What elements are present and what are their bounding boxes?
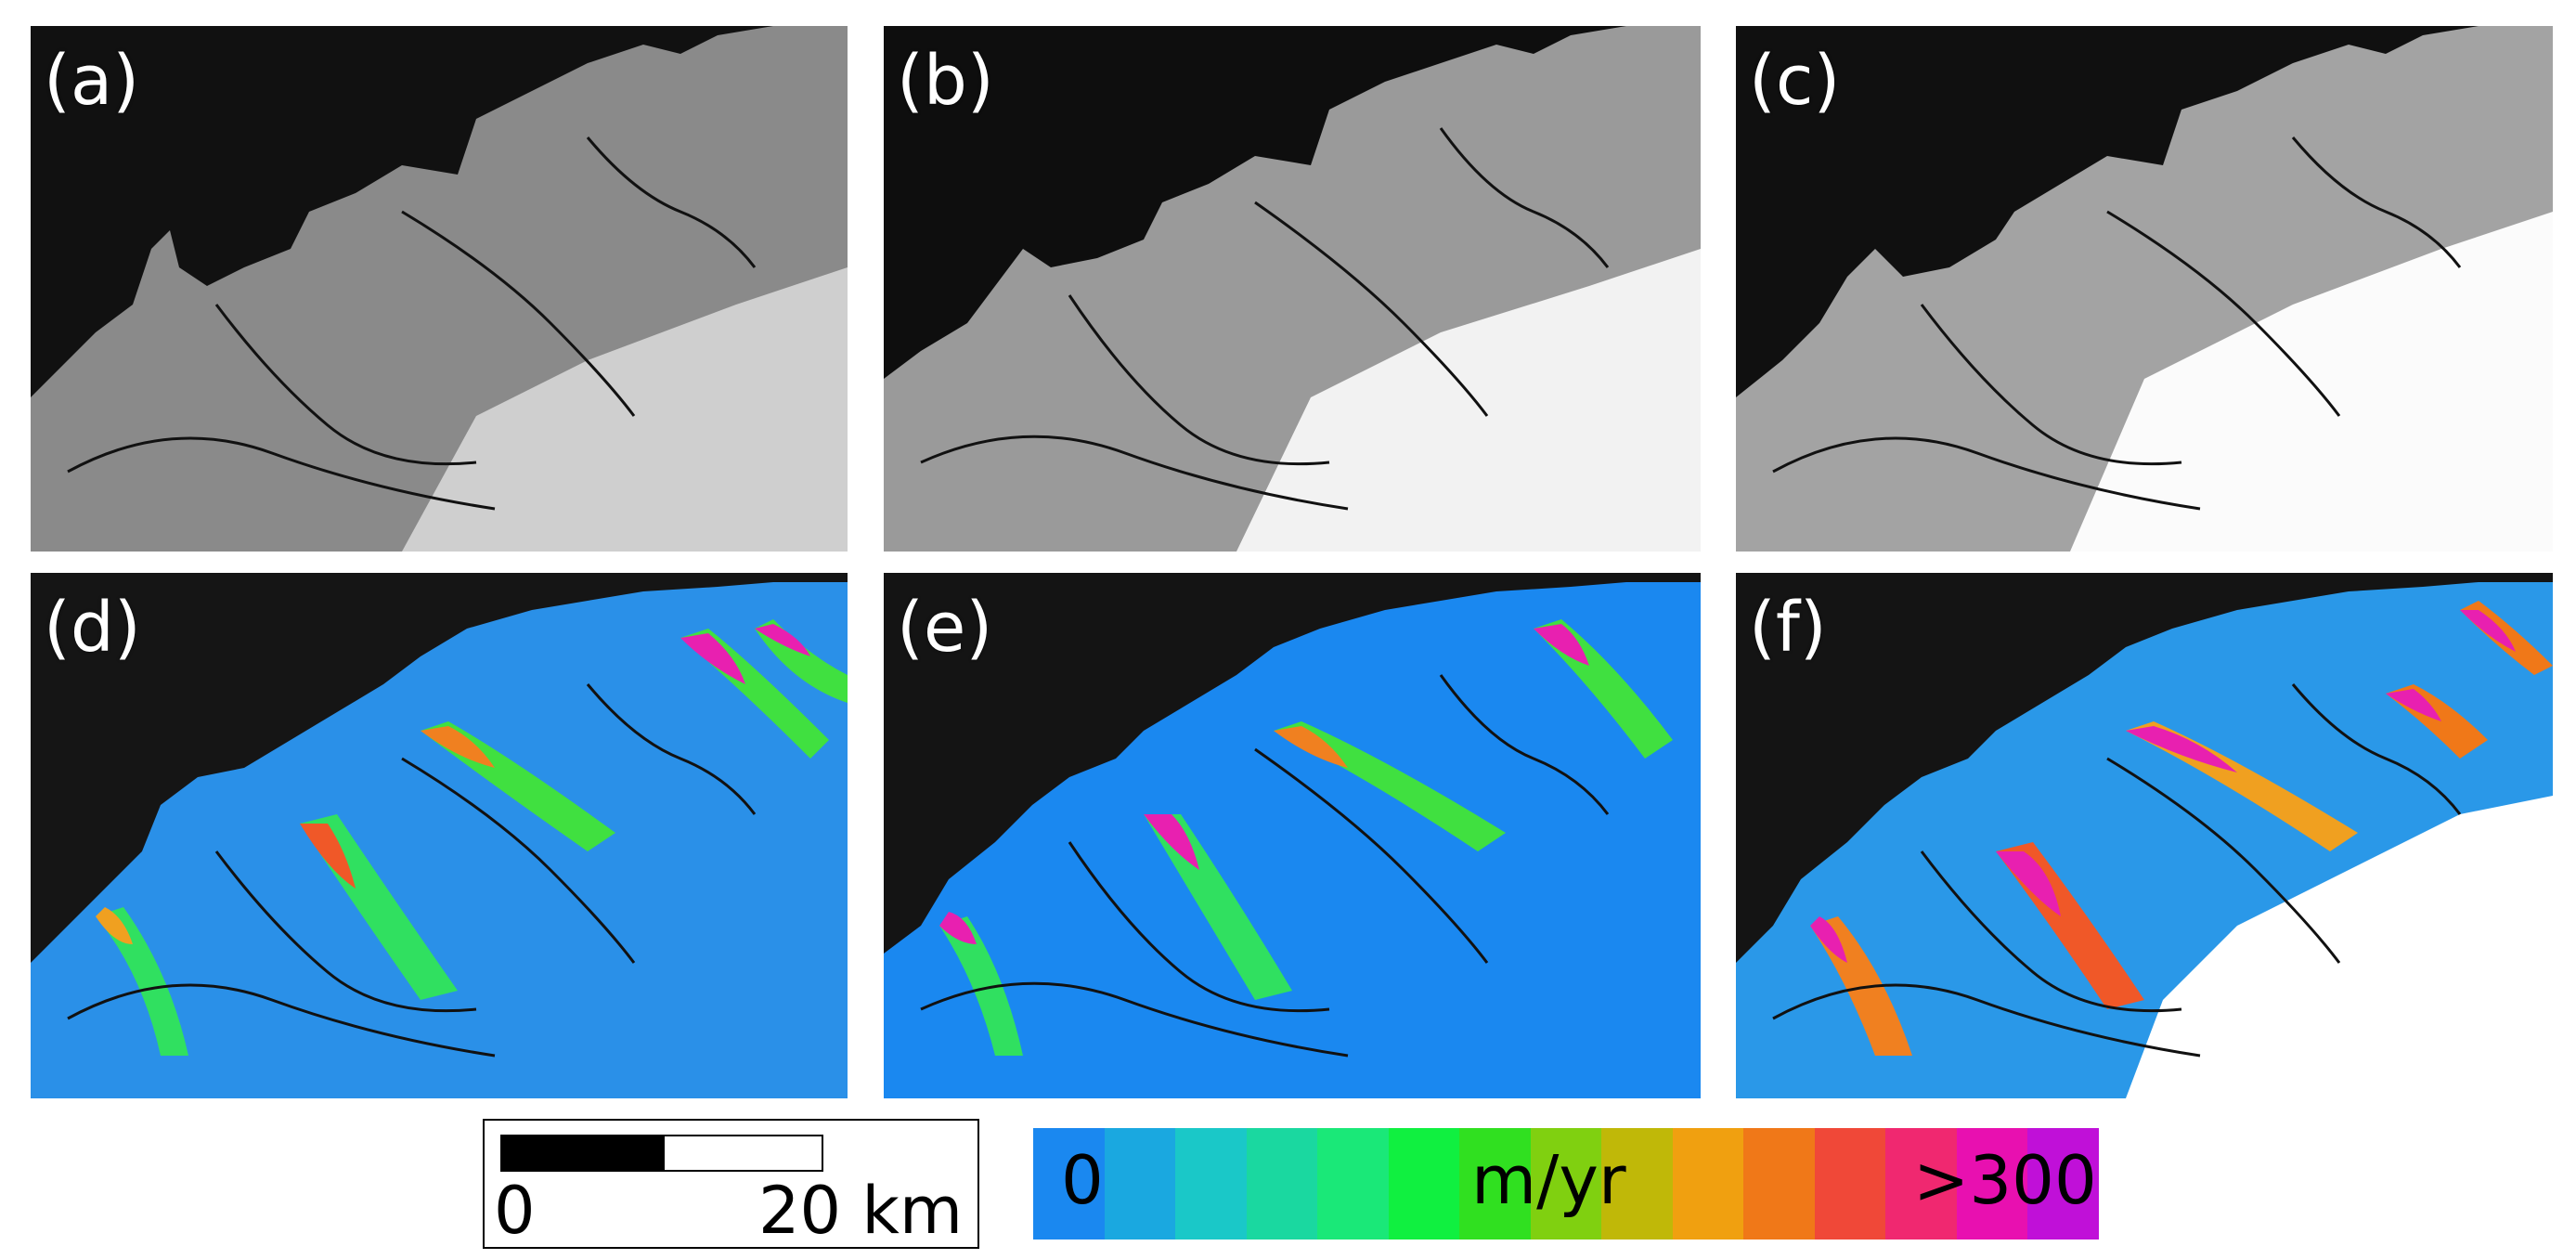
velocity-field: [31, 582, 848, 1098]
glacier-outlines: [920, 127, 1610, 511]
colorbar-unit-label: m/yr: [1471, 1141, 1626, 1219]
colorbar-swatch: [1530, 1128, 1602, 1240]
colorbar-swatch: [1956, 1128, 2028, 1240]
colorbar-swatch: [1743, 1128, 1815, 1240]
colorbar-swatch: [1388, 1128, 1460, 1240]
colorbar-swatch: [1033, 1128, 1105, 1240]
colorbar-swatch: [1317, 1128, 1389, 1240]
colorbar-swatch: [1459, 1128, 1531, 1240]
scale-bar-zero-label: 0: [494, 1173, 536, 1249]
glacier-outlines: [1772, 136, 2462, 511]
panel-label: (e): [897, 588, 993, 668]
panel-b: (b): [884, 26, 1701, 552]
panel-label: (c): [1749, 41, 1841, 121]
fast-flow-cores: [1810, 610, 2516, 963]
colorbar-swatch: [1246, 1128, 1318, 1240]
panel-label: (d): [44, 588, 141, 668]
velocity-colorbar: 0 m/yr >300: [1033, 1128, 2099, 1240]
colorbar-swatch: [1175, 1128, 1247, 1240]
panel-e: (e): [884, 573, 1701, 1098]
snow-field: [1236, 249, 1701, 552]
scale-bar-black-segment: [500, 1135, 663, 1172]
colorbar-swatch: [1814, 1128, 1886, 1240]
snow-field: [402, 267, 848, 552]
colorbar-swatch: [1104, 1128, 1176, 1240]
scale-bar: 0 20 km: [483, 1119, 979, 1249]
panel-c: (c): [1736, 26, 2553, 552]
panel-a: (a): [31, 26, 848, 552]
colorbar-swatch: [1601, 1128, 1673, 1240]
no-data-area: [2126, 796, 2553, 1098]
velocity-field: [884, 582, 1701, 1098]
scale-bar-white-segment: [663, 1135, 823, 1172]
panel-b-image: [884, 26, 1701, 552]
colorbar-swatch: [1672, 1128, 1744, 1240]
colorbar-max-label: >300: [1913, 1141, 2097, 1219]
fast-flow-cores: [96, 624, 810, 944]
panel-f: (f): [1736, 573, 2553, 1098]
panel-a-image: [31, 26, 848, 552]
panel-label: (f): [1749, 588, 1827, 668]
scale-bar-distance-label: 20 km: [758, 1173, 964, 1249]
panel-c-image: [1736, 26, 2553, 552]
panel-f-image: [1736, 573, 2553, 1098]
panel-label: (a): [44, 41, 140, 121]
panel-e-image: [884, 573, 1701, 1098]
glacier-outlines: [920, 674, 1610, 1058]
panel-label: (b): [897, 41, 994, 121]
fast-flow-cores: [939, 624, 1589, 944]
colorbar-min-label: 0: [1061, 1141, 1104, 1219]
colorbar-swatch: [2027, 1128, 2099, 1240]
glacier-outlines: [1772, 683, 2462, 1058]
panel-d: (d): [31, 573, 848, 1098]
colorbar-swatch: [1885, 1128, 1957, 1240]
glacier-outlines: [67, 683, 757, 1058]
glacier-outlines: [67, 136, 757, 511]
panel-d-image: [31, 573, 848, 1098]
